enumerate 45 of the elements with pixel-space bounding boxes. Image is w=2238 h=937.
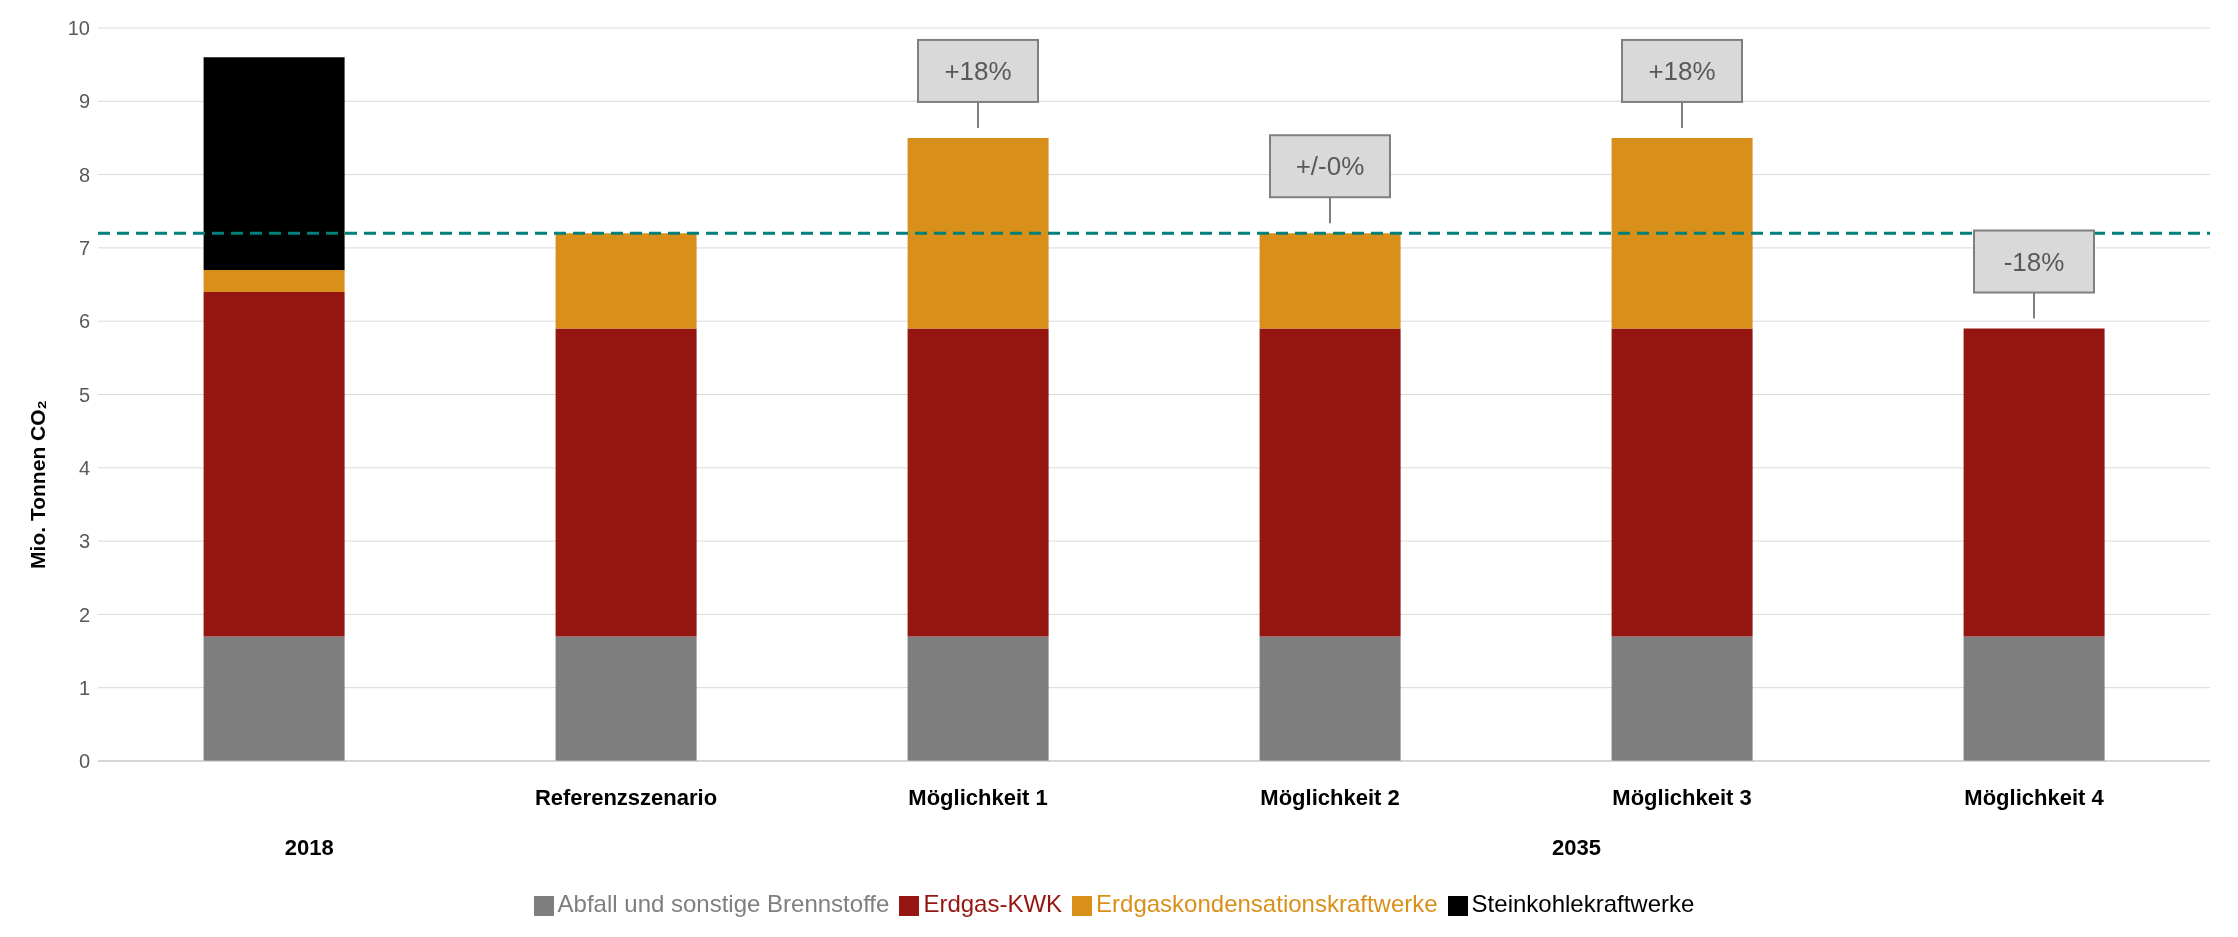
bar <box>203 269 345 292</box>
bar <box>555 636 697 761</box>
legend-label: Steinkohlekraftwerke <box>1471 890 1695 917</box>
x-tick-label: Referenzszenario <box>534 784 718 810</box>
bar <box>907 328 1049 637</box>
y-tick-label: 0 <box>78 750 90 773</box>
bar <box>1259 233 1401 329</box>
legend-label: Erdgas-KWK <box>923 890 1063 917</box>
bar <box>1259 328 1401 637</box>
bar <box>907 636 1049 761</box>
bar <box>203 291 345 637</box>
y-axis-title: Mio. Tonnen CO₂ <box>26 400 50 569</box>
bar <box>203 636 345 761</box>
y-tick-label: 4 <box>78 456 90 479</box>
y-tick-label: 8 <box>78 163 90 186</box>
bar <box>907 137 1049 329</box>
x-tick-label: Möglichkeit 1 <box>908 784 1048 810</box>
y-tick-label: 6 <box>78 310 90 333</box>
y-tick-label: 10 <box>67 17 90 40</box>
annotation: -18% <box>2003 246 2065 277</box>
y-tick-label: 5 <box>78 383 90 406</box>
bar <box>1611 328 1753 637</box>
y-tick-label: 1 <box>78 676 90 699</box>
bar <box>1611 636 1753 761</box>
bar <box>1611 137 1753 329</box>
y-tick-label: 7 <box>78 237 90 259</box>
x-tick-label: Möglichkeit 3 <box>1612 784 1752 810</box>
annotation: +18% <box>1648 55 1716 86</box>
legend-label: Erdgaskondensationskraftwerke <box>1096 890 1438 917</box>
bar <box>555 233 697 329</box>
bar <box>203 57 345 270</box>
text: 2035 <box>1551 834 1601 860</box>
bar <box>1963 636 2105 761</box>
y-tick-label: 3 <box>78 530 90 553</box>
bar <box>1259 636 1401 761</box>
x-tick-label: Möglichkeit 2 <box>1260 784 1400 810</box>
y-tick-label: 2 <box>78 603 90 626</box>
bar <box>555 328 697 637</box>
bar <box>1963 328 2105 637</box>
text: 2018 <box>284 834 334 860</box>
legend-label: Abfall und sonstige Brennstoffe <box>557 890 890 917</box>
annotation: +18% <box>944 55 1012 86</box>
y-tick-label: 9 <box>78 90 90 113</box>
x-tick-label: Möglichkeit 4 <box>1964 784 2105 810</box>
annotation: +/-0% <box>1295 151 1365 182</box>
